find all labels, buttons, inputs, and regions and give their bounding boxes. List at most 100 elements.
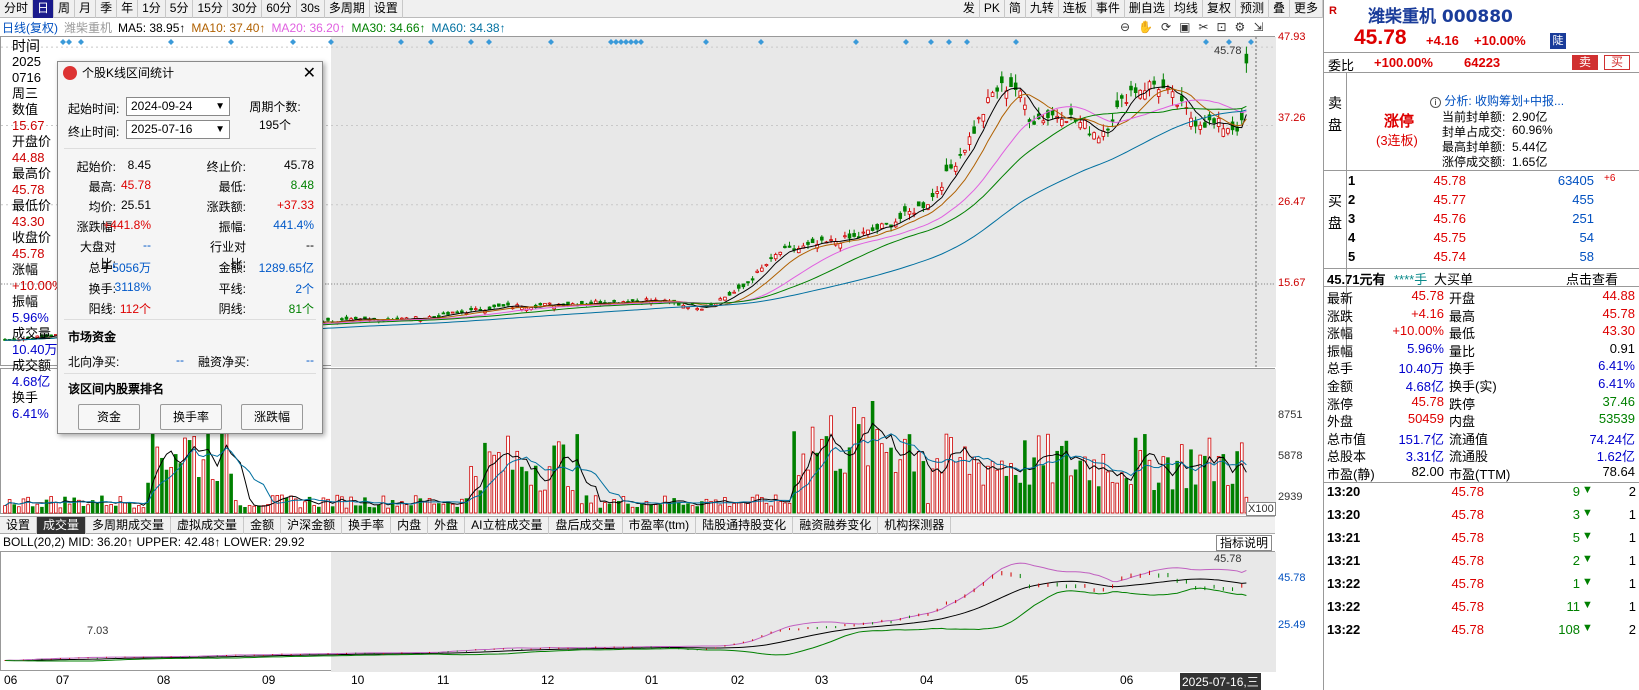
tab-pe-ttm[interactable]: 市盈率(ttm) xyxy=(623,517,697,534)
volume-bar xyxy=(344,507,349,514)
camera-icon[interactable]: ▣ xyxy=(1179,20,1191,34)
tab-monthly[interactable]: 月 xyxy=(75,0,97,18)
rank-turnover-button[interactable]: 换手率 xyxy=(160,404,222,430)
volume-bar xyxy=(307,496,312,514)
tab-ai-volume[interactable]: AI立桩成交量 xyxy=(465,517,550,534)
remove-watchlist-button[interactable]: 删自选 xyxy=(1125,0,1170,18)
more-button[interactable]: 更多 xyxy=(1290,0,1323,18)
tab-hs-amount[interactable]: 沪深金额 xyxy=(281,517,343,534)
candle-body xyxy=(40,335,44,337)
overlay-button[interactable]: 叠 xyxy=(1269,0,1290,18)
candle-body xyxy=(35,335,40,338)
tab-after-hours[interactable]: 盘后成交量 xyxy=(549,517,623,534)
candle-body xyxy=(870,227,875,231)
tab-quarterly[interactable]: 季 xyxy=(96,0,118,18)
tab-1min[interactable]: 1分 xyxy=(138,0,166,18)
limit-board-button[interactable]: 连板 xyxy=(1059,0,1092,18)
fa-button[interactable]: 发 xyxy=(959,0,980,18)
expand-icon[interactable]: ⇲ xyxy=(1253,20,1264,34)
nine-turn-button[interactable]: 九转 xyxy=(1026,0,1059,18)
volume-bar xyxy=(1018,482,1023,514)
candle-body xyxy=(907,211,912,215)
candle-body xyxy=(838,243,843,249)
tick-p: 45.78 xyxy=(1451,622,1484,637)
refresh-icon[interactable]: ⟳ xyxy=(1161,20,1172,34)
volume-bar xyxy=(616,501,621,514)
settings-button[interactable]: 设置 xyxy=(370,0,403,18)
candle-body xyxy=(344,316,349,320)
indicator-settings-tab[interactable]: 设置 xyxy=(0,517,38,534)
boll-panel[interactable] xyxy=(0,551,1276,672)
settings-icon[interactable]: ⚙ xyxy=(1234,20,1246,34)
tab-30s[interactable]: 30s xyxy=(297,0,325,18)
tab-margin[interactable]: 融资融券变化 xyxy=(793,517,879,534)
forecast-button[interactable]: 预测 xyxy=(1236,0,1269,18)
pk-button[interactable]: PK xyxy=(980,0,1005,18)
tick-p: 45.78 xyxy=(1451,553,1484,568)
stat-value: 5056万 xyxy=(112,261,151,275)
rank-change-button[interactable]: 涨跌幅 xyxy=(241,404,303,430)
dialog-titlebar[interactable]: 个股K线区间统计 ✕ xyxy=(58,62,322,84)
r-logo-icon: R xyxy=(1329,5,1337,17)
tab-5min[interactable]: 5分 xyxy=(166,0,194,18)
simple-button[interactable]: 简 xyxy=(1005,0,1026,18)
lock-icon[interactable]: ⊡ xyxy=(1216,20,1227,34)
tab-northbound[interactable]: 陆股通持股变化 xyxy=(696,517,794,534)
indicator-help-button[interactable]: 指标说明 xyxy=(1216,535,1273,551)
start-date-picker[interactable]: 2024-09-24 ▼ xyxy=(126,97,230,116)
adjust-button[interactable]: 复权 xyxy=(1203,0,1236,18)
close-icon[interactable]: ✕ xyxy=(302,65,316,82)
big-order[interactable]: 大买单 xyxy=(1434,272,1474,287)
tab-weekly[interactable]: 周 xyxy=(54,0,76,18)
ma-legend: 日线(复权) 潍柴重机 MA5: 38.95↑ MA10: 37.40↑ MA2… xyxy=(0,19,1275,36)
volume-bar xyxy=(783,502,787,514)
tab-60min[interactable]: 60分 xyxy=(262,0,297,18)
period-label[interactable]: 日线(复权) xyxy=(2,21,58,35)
quote-stat-row: 最新 45.78 开盘 44.88 xyxy=(1324,288,1639,306)
scissors-icon[interactable]: ✂ xyxy=(1198,20,1209,34)
tab-daily[interactable]: 日 xyxy=(33,0,55,18)
analysis-title[interactable]: i 分析: 收购筹划+中报... xyxy=(1430,92,1564,109)
volume-bar xyxy=(90,500,95,514)
tab-multi-volume[interactable]: 多周期成交量 xyxy=(86,517,172,534)
buy-button[interactable]: 买 xyxy=(1604,55,1630,70)
bid-row[interactable]: 2 45.77 455 xyxy=(1324,192,1639,210)
volume-bar xyxy=(570,490,575,514)
volume-bar xyxy=(1198,454,1203,514)
tick-n: 1 xyxy=(1628,553,1636,568)
tab-virtual-volume[interactable]: 虚拟成交量 xyxy=(171,517,245,534)
volume-bar xyxy=(1230,483,1235,514)
tab-institution[interactable]: 机构探测器 xyxy=(878,517,952,534)
bid-row[interactable]: 1 45.78 63405 +6 xyxy=(1324,173,1639,191)
sell-button[interactable]: 卖 xyxy=(1572,55,1598,70)
bid-row[interactable]: 4 45.75 54 xyxy=(1324,230,1639,248)
tab-30min[interactable]: 30分 xyxy=(228,0,263,18)
tab-inner[interactable]: 内盘 xyxy=(391,517,429,534)
candle-body xyxy=(630,299,635,302)
event-button[interactable]: 事件 xyxy=(1092,0,1125,18)
ma-button[interactable]: 均线 xyxy=(1170,0,1203,18)
info-change-label: 涨幅 xyxy=(12,262,39,277)
volume-bar xyxy=(7,499,12,514)
tab-amount[interactable]: 金额 xyxy=(244,517,282,534)
tab-multi-period[interactable]: 多周期 xyxy=(325,0,370,18)
boll-y-1: 45.78 xyxy=(1278,572,1306,584)
tab-volume[interactable]: 成交量 xyxy=(37,517,87,534)
volume-bar xyxy=(598,507,603,514)
tab-yearly[interactable]: 年 xyxy=(117,0,139,18)
zoom-icon[interactable]: ⊖ xyxy=(1120,20,1131,34)
volume-panel[interactable] xyxy=(0,368,1276,515)
bid-row[interactable]: 3 45.76 251 xyxy=(1324,211,1639,229)
tab-turnover[interactable]: 换手率 xyxy=(342,517,392,534)
tab-intraday[interactable]: 分时 xyxy=(0,0,34,18)
tab-outer[interactable]: 外盘 xyxy=(428,517,466,534)
hand-icon[interactable]: ✋ xyxy=(1138,20,1154,34)
bid-row[interactable]: 5 45.74 58 xyxy=(1324,249,1639,267)
volume-bar xyxy=(949,437,953,514)
rank-fund-button[interactable]: 资金 xyxy=(78,404,140,430)
check-link[interactable]: 点击查看 xyxy=(1566,272,1619,287)
tab-15min[interactable]: 15分 xyxy=(193,0,228,18)
event-marker xyxy=(60,39,66,45)
volume-bar xyxy=(815,452,819,514)
end-date-picker[interactable]: 2025-07-16 ▼ xyxy=(126,120,230,139)
